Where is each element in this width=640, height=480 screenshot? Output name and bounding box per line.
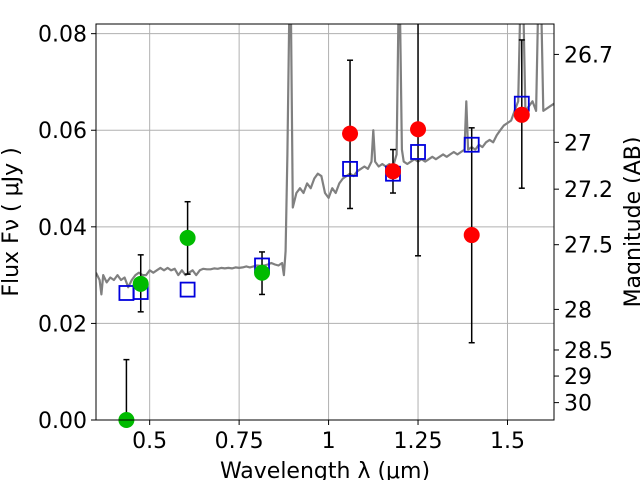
observed-photometry-point: [384, 163, 401, 180]
y2-tick-label: 27: [564, 131, 592, 156]
plot-frame: [95, 23, 555, 421]
error-bar-layer: [123, 24, 525, 420]
y-axis-label: Flux Fν ( μJy ): [0, 147, 24, 296]
y2-tick-label: 26.7: [564, 43, 613, 68]
spectrum-layer: [96, 24, 554, 296]
model-photometry-square: [118, 285, 135, 301]
observed-photometry-point: [513, 106, 530, 123]
x-tick-label: 1.5: [490, 429, 525, 454]
y2-tick-label: 27.2: [564, 178, 613, 203]
y-axis-ticks: 0.00 0.02 0.04 0.06 0.08: [38, 23, 96, 434]
y-tick-label: 0.06: [38, 119, 87, 144]
observed-photometry-point: [179, 229, 196, 246]
y2-tick-label: 28: [564, 298, 592, 323]
observed-photometry-point: [132, 275, 149, 292]
x-tick-label: 1: [322, 429, 336, 454]
y2-axis-label: Magnitude (AB): [621, 137, 640, 308]
x-tick-label: 0.5: [132, 429, 167, 454]
y-tick-label: 0.04: [38, 216, 87, 241]
template-spectrum-line: [96, 24, 554, 296]
x-tick-label: 1.25: [394, 429, 443, 454]
model-photometry-square: [410, 144, 426, 160]
y2-tick-label: 29: [564, 365, 592, 390]
model-photometry-square: [179, 281, 196, 298]
y2-tick-label: 28.5: [564, 339, 613, 364]
y-tick-label: 0.02: [38, 312, 87, 337]
x-axis-label: Wavelength λ (μm): [220, 459, 430, 480]
y-tick-label: 0.00: [38, 409, 87, 434]
y2-tick-label: 30: [564, 392, 592, 417]
observed-photometry-point: [410, 121, 427, 138]
model-photometry-square: [463, 136, 480, 153]
observed-photometry-point: [254, 264, 271, 281]
x-axis-ticks: 0.5 0.75 1 1.25 1.5: [132, 420, 525, 454]
y2-tick-label: 27.5: [564, 234, 613, 259]
observed-point-layer: [118, 106, 530, 428]
observed-photometry-point: [342, 125, 359, 142]
y-tick-label: 0.08: [38, 23, 87, 48]
observed-photometry-point: [463, 227, 480, 244]
x-tick-label: 0.75: [215, 429, 264, 454]
grid-lines: [96, 24, 554, 421]
model-photometry-square: [342, 160, 358, 177]
